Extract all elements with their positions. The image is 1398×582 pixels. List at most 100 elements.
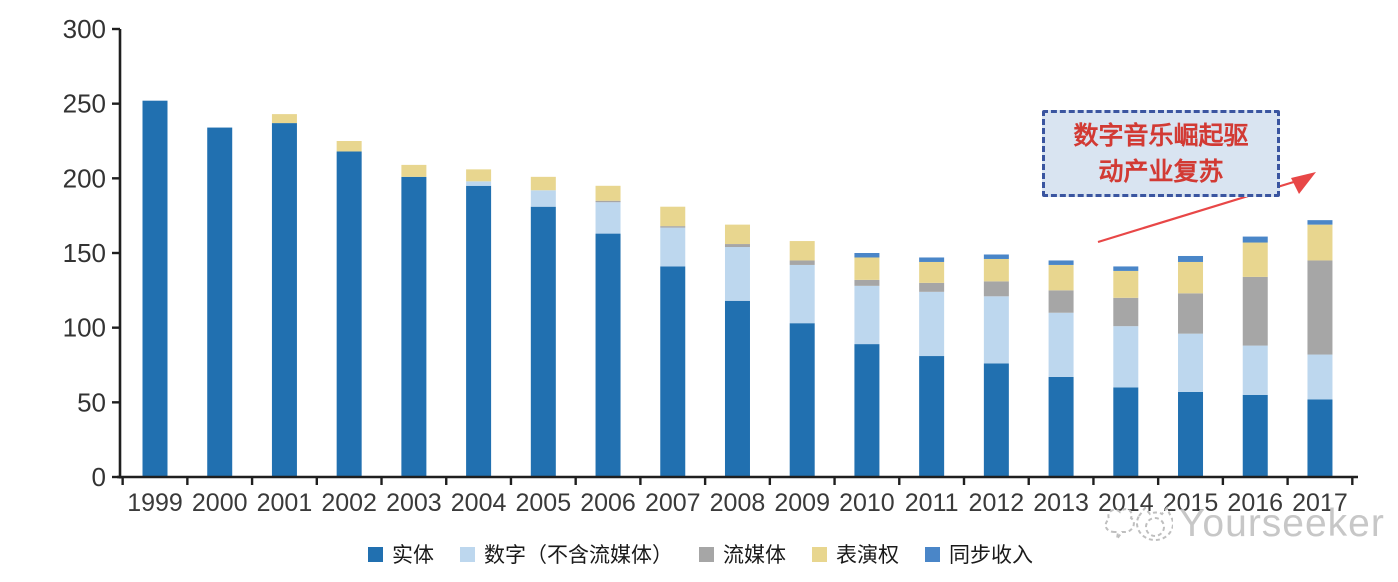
x-axis-label-1999: 1999 xyxy=(127,489,183,517)
x-axis-label-2013: 2013 xyxy=(1033,489,1089,517)
bar-2007-physical xyxy=(660,266,686,477)
y-axis-tick-label: 250 xyxy=(63,89,106,119)
bar-2013-digital-excl-streaming xyxy=(1048,312,1074,377)
bar-2001-physical xyxy=(271,123,297,477)
y-axis-tick-label: 150 xyxy=(63,238,106,268)
bar-2007-streaming xyxy=(660,226,686,228)
bar-2012-streaming xyxy=(983,281,1009,297)
bar-2002-physical xyxy=(336,151,362,477)
bar-2000-physical xyxy=(207,127,233,477)
bar-2009-streaming xyxy=(789,260,815,265)
bar-2005-digital-excl-streaming xyxy=(530,190,556,207)
bar-2017-sync-revenue xyxy=(1307,220,1333,225)
bar-2012-performance-rights xyxy=(983,258,1009,282)
y-axis-tick-label: 100 xyxy=(63,313,106,343)
bar-2011-performance-rights xyxy=(919,261,945,283)
bar-2016-physical xyxy=(1242,394,1268,477)
bar-2015-digital-excl-streaming xyxy=(1178,333,1204,392)
legend-marker-sync-revenue xyxy=(925,546,940,562)
legend-marker-physical xyxy=(368,546,383,562)
bar-2014-physical xyxy=(1113,387,1139,477)
x-axis-label-2010: 2010 xyxy=(839,489,895,517)
legend-label-physical: 实体 xyxy=(392,543,434,567)
bar-2016-digital-excl-streaming xyxy=(1242,345,1268,395)
bar-2009-digital-excl-streaming xyxy=(789,264,815,324)
bar-2006-digital-excl-streaming xyxy=(595,202,621,234)
x-axis-label-2001: 2001 xyxy=(257,489,313,517)
bar-2004-physical xyxy=(466,185,492,478)
x-axis-label-2009: 2009 xyxy=(774,489,830,517)
legend-item-physical: 实体 xyxy=(368,539,434,569)
bar-2011-digital-excl-streaming xyxy=(919,291,945,357)
bar-2015-streaming xyxy=(1178,293,1204,334)
x-axis-label-2002: 2002 xyxy=(321,489,377,517)
bar-2017-physical xyxy=(1307,399,1333,477)
bar-2005-physical xyxy=(530,206,556,477)
watermark: Yourseeker xyxy=(1101,498,1385,550)
watermark-text: Yourseeker xyxy=(1179,502,1385,545)
bar-2008-streaming xyxy=(724,244,750,248)
bar-2017-performance-rights xyxy=(1307,224,1333,261)
legend-label-streaming: 流媒体 xyxy=(723,543,786,567)
legend-label-performance-rights: 表演权 xyxy=(836,543,899,567)
bar-2013-physical xyxy=(1048,376,1074,477)
bar-2011-streaming xyxy=(919,282,945,292)
legend-label-digital-excl-streaming: 数字（不含流媒体） xyxy=(484,543,673,567)
bar-2010-digital-excl-streaming xyxy=(854,285,880,345)
legend-item-performance-rights: 表演权 xyxy=(812,539,899,569)
bar-2006-physical xyxy=(595,233,621,477)
bar-2012-sync-revenue xyxy=(983,254,1009,259)
legend-label-sync-revenue: 同步收入 xyxy=(949,543,1033,567)
bar-2016-streaming xyxy=(1242,276,1268,346)
bar-2013-sync-revenue xyxy=(1048,260,1074,265)
bar-2013-performance-rights xyxy=(1048,264,1074,291)
bar-2007-performance-rights xyxy=(660,206,686,227)
bar-2008-performance-rights xyxy=(724,224,750,245)
annotation-arrow-head xyxy=(1291,172,1316,194)
legend-marker-streaming xyxy=(699,546,714,562)
bar-2004-performance-rights xyxy=(466,169,492,182)
x-axis-label-2008: 2008 xyxy=(710,489,766,517)
x-axis-label-2016: 2016 xyxy=(1227,489,1283,517)
bar-2002-performance-rights xyxy=(336,141,362,152)
bar-2003-physical xyxy=(401,176,427,477)
bar-2014-digital-excl-streaming xyxy=(1113,326,1139,388)
bar-2012-digital-excl-streaming xyxy=(983,296,1009,364)
bar-2016-sync-revenue xyxy=(1242,236,1268,243)
bar-2009-performance-rights xyxy=(789,241,815,261)
bar-2013-streaming xyxy=(1048,290,1074,313)
x-axis-label-2004: 2004 xyxy=(451,489,507,517)
x-axis-label-2011: 2011 xyxy=(905,489,959,517)
legend-item-sync-revenue: 同步收入 xyxy=(925,539,1033,569)
bar-2014-sync-revenue xyxy=(1113,266,1139,271)
bar-2016-performance-rights xyxy=(1242,242,1268,277)
legend-item-streaming: 流媒体 xyxy=(699,539,786,569)
y-axis-tick-label: 200 xyxy=(63,163,106,193)
bar-2008-digital-excl-streaming xyxy=(724,247,750,301)
legend-item-digital-excl-streaming: 数字（不含流媒体） xyxy=(460,539,673,569)
bar-2010-streaming xyxy=(854,279,880,286)
annotation-line2: 动产业复苏 xyxy=(1098,156,1224,186)
bar-2010-physical xyxy=(854,344,880,477)
x-axis-label-2017: 2017 xyxy=(1292,489,1348,517)
y-axis-tick-label: 300 xyxy=(63,14,106,44)
bar-2015-performance-rights xyxy=(1178,261,1204,294)
annotation-callout: 数字音乐崛起驱 动产业复苏 xyxy=(1042,110,1280,197)
x-axis-label-2007: 2007 xyxy=(645,489,701,517)
legend-marker-performance-rights xyxy=(812,546,827,562)
bar-2017-digital-excl-streaming xyxy=(1307,354,1333,400)
x-axis-label-2006: 2006 xyxy=(580,489,636,517)
bar-2008-physical xyxy=(724,300,750,477)
bar-2004-digital-excl-streaming xyxy=(466,181,492,186)
bar-2015-physical xyxy=(1178,391,1204,477)
y-axis-tick-label: 50 xyxy=(77,387,106,417)
bar-2014-performance-rights xyxy=(1113,270,1139,298)
x-axis-label-2005: 2005 xyxy=(516,489,572,517)
chart-legend: 实体 数字（不含流媒体） 流媒体 表演权 同步收入 xyxy=(368,539,1033,569)
bar-2003-performance-rights xyxy=(401,164,427,177)
annotation-line1: 数字音乐崛起驱 xyxy=(1073,121,1249,150)
bar-2014-streaming xyxy=(1113,297,1139,327)
bar-2012-physical xyxy=(983,363,1009,477)
